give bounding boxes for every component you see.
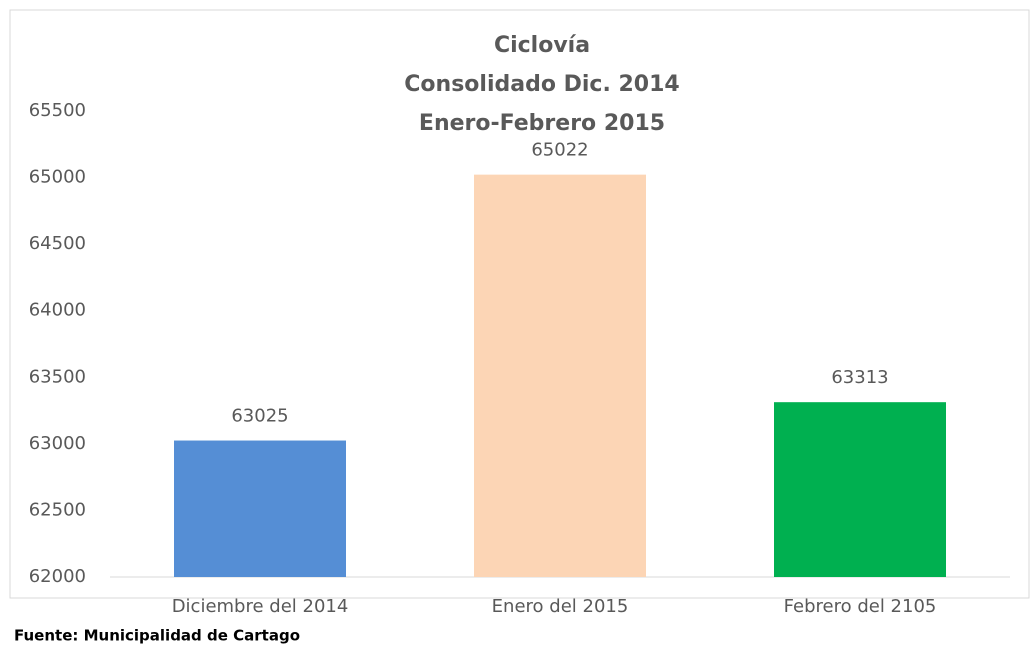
bar bbox=[474, 174, 646, 578]
y-tick-label: 62000 bbox=[29, 566, 86, 587]
y-tick-label: 64000 bbox=[29, 300, 86, 321]
chart-title: Consolidado Dic. 2014 bbox=[404, 72, 679, 97]
bar bbox=[174, 440, 346, 577]
x-tick-label: Diciembre del 2014 bbox=[172, 596, 349, 617]
y-tick-label: 64500 bbox=[29, 233, 86, 254]
y-tick-label: 63500 bbox=[29, 366, 86, 387]
x-tick-label: Febrero del 2105 bbox=[784, 596, 937, 617]
y-tick-label: 65000 bbox=[29, 167, 86, 188]
chart-title: Enero-Febrero 2015 bbox=[419, 111, 665, 136]
chart-title: Ciclovía bbox=[494, 33, 590, 58]
source-note: Fuente: Municipalidad de Cartago bbox=[14, 627, 300, 645]
y-tick-label: 63000 bbox=[29, 433, 86, 454]
bar bbox=[774, 402, 946, 577]
y-tick-label: 65500 bbox=[29, 100, 86, 121]
data-label: 63313 bbox=[831, 367, 888, 388]
x-tick-label: Enero del 2015 bbox=[492, 596, 629, 617]
data-label: 65022 bbox=[531, 140, 588, 161]
y-tick-label: 62500 bbox=[29, 499, 86, 520]
data-label: 63025 bbox=[231, 406, 288, 427]
